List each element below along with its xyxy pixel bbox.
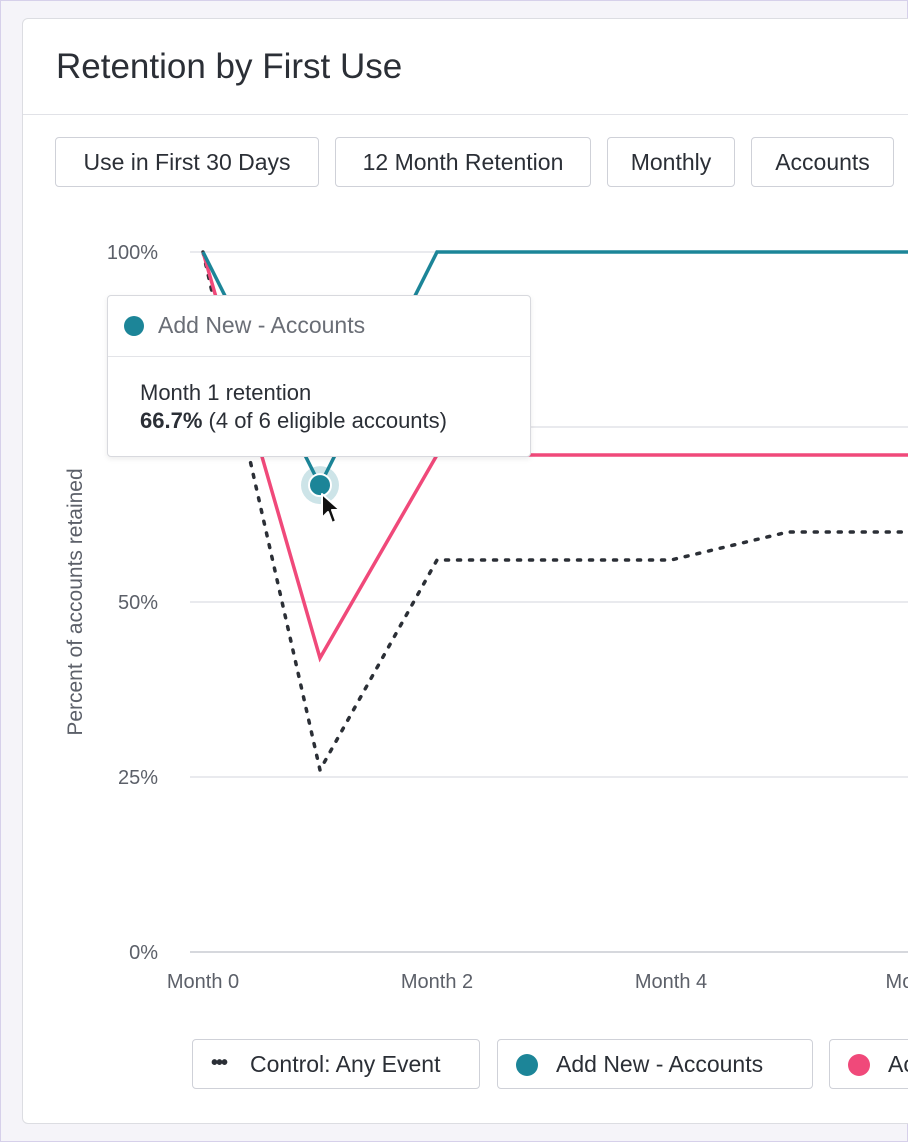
legend-item-third-series[interactable]: Ac — [829, 1039, 908, 1089]
legend-item-add-new-accounts[interactable]: Add New - Accounts — [497, 1039, 813, 1089]
card-title: Retention by First Use — [56, 47, 403, 86]
y-tick-label: 50% — [118, 592, 158, 614]
x-tick-label: Mon — [886, 971, 908, 993]
series-line-0[interactable] — [201, 250, 908, 775]
y-tick-label: 100% — [107, 242, 158, 264]
dotted-line-icon: ••• — [211, 1052, 228, 1074]
legend-item-control[interactable]: ••• Control: Any Event — [192, 1039, 480, 1089]
card-header: Retention by First Use — [23, 19, 908, 115]
tooltip-value: 66.7% — [140, 408, 203, 433]
y-tick-label: 0% — [129, 942, 158, 964]
legend-label: Control: Any Event — [250, 1051, 441, 1077]
tooltip-header: Add New - Accounts — [108, 296, 530, 357]
interval-filter[interactable]: Monthly — [607, 137, 735, 187]
legend-label: Ac — [888, 1051, 908, 1077]
highlighted-data-point[interactable] — [308, 473, 332, 498]
unit-filter[interactable]: Accounts — [751, 137, 894, 187]
series-line-2[interactable] — [201, 251, 908, 663]
y-axis-label: Percent of accounts retained — [64, 468, 87, 735]
tooltip-title: Month 1 retention — [140, 380, 312, 405]
circle-marker-icon — [516, 1054, 538, 1076]
tooltip-series-name: Add New - Accounts — [158, 312, 366, 338]
retention-period-filter[interactable]: 12 Month Retention — [335, 137, 591, 187]
legend-label: Add New - Accounts — [556, 1051, 764, 1077]
chart-tooltip: Add New - Accounts Month 1 retention 66.… — [107, 295, 531, 457]
mouse-pointer-icon — [321, 493, 341, 524]
series-marker-icon — [124, 316, 144, 336]
x-tick-label: Month 0 — [167, 971, 239, 993]
retention-card: Retention by First Use — [22, 18, 908, 1124]
x-tick-label: Month 4 — [635, 971, 707, 993]
tooltip-value-line: 66.7% (4 of 6 eligible accounts) — [140, 408, 447, 434]
y-tick-label: 25% — [118, 767, 158, 789]
x-tick-label: Month 2 — [401, 971, 473, 993]
tooltip-detail: (4 of 6 eligible accounts) — [208, 408, 447, 433]
first-use-window-filter[interactable]: Use in First 30 Days — [55, 137, 319, 187]
circle-marker-icon — [848, 1054, 870, 1076]
